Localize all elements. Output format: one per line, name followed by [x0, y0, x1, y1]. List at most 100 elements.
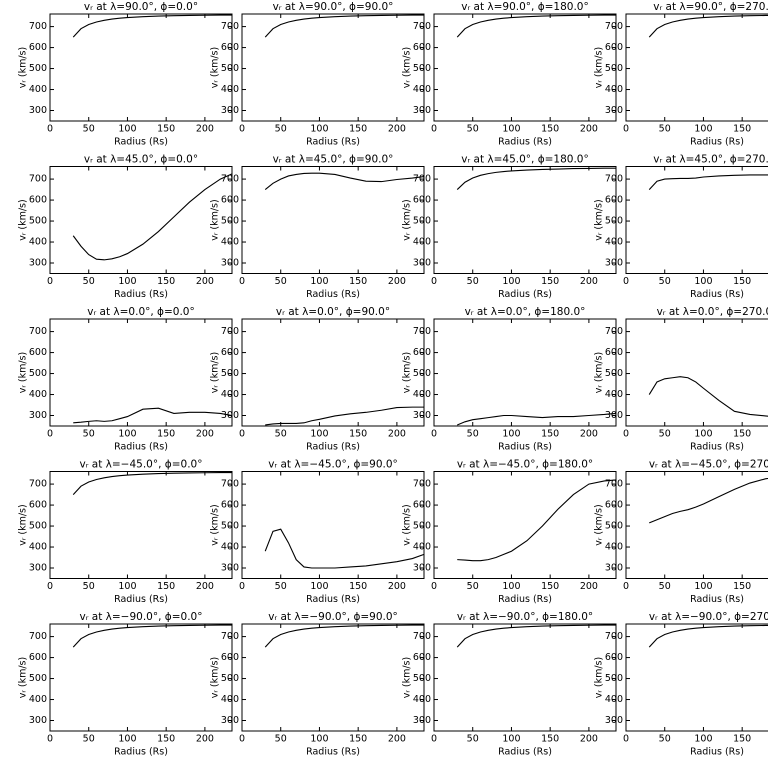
x-tick-label: 200 [196, 734, 214, 745]
chart-title: vᵣ at λ=0.0°, ϕ=0.0° [87, 306, 194, 318]
y-tick-label: 500 [605, 521, 623, 532]
y-tick-label: 500 [605, 63, 623, 74]
y-tick-label: 400 [605, 237, 623, 248]
y-tick-label: 300 [29, 105, 47, 116]
data-line [72, 624, 232, 648]
y-tick-label: 500 [29, 521, 47, 532]
y-tick-label: 400 [221, 84, 239, 95]
y-tick-label: 600 [605, 42, 623, 53]
x-axis-label: Radius (Rs) [114, 137, 168, 148]
chart-title: vᵣ at λ=0.0°, ϕ=270.0° [657, 306, 768, 318]
y-tick-label: 700 [29, 174, 47, 185]
x-axis-label: Radius (Rs) [690, 442, 744, 453]
plot-frame [625, 471, 768, 579]
plot-frame [625, 318, 768, 427]
x-tick-label: 50 [467, 124, 479, 135]
x-tick-label: 0 [623, 581, 629, 592]
y-tick-label: 300 [413, 410, 431, 421]
data-line [457, 412, 617, 426]
x-tick-label: 50 [275, 429, 287, 440]
y-tick-label: 500 [605, 673, 623, 684]
y-tick-label: 600 [221, 195, 239, 206]
plot-frame [625, 13, 768, 122]
plot-frame [241, 318, 425, 427]
y-axis-label: vᵣ (km/s) [210, 504, 221, 545]
y-tick-label: 400 [413, 389, 431, 400]
y-tick-label: 700 [605, 326, 623, 337]
x-tick-label: 150 [733, 581, 751, 592]
x-tick-label: 50 [275, 581, 287, 592]
y-tick-label: 500 [413, 63, 431, 74]
y-tick-label: 300 [413, 105, 431, 116]
plot-frame [49, 13, 233, 122]
x-tick-label: 150 [733, 734, 751, 745]
chart-title: vᵣ at λ=−90.0°, ϕ=90.0° [268, 611, 398, 623]
y-tick-label: 700 [605, 21, 623, 32]
x-tick-label: 0 [239, 429, 245, 440]
x-tick-label: 50 [275, 734, 287, 745]
x-tick-label: 100 [502, 124, 520, 135]
x-tick-label: 50 [467, 429, 479, 440]
y-tick-label: 400 [29, 389, 47, 400]
y-tick-label: 600 [29, 42, 47, 53]
x-axis-label: Radius (Rs) [306, 442, 360, 453]
y-tick-label: 700 [413, 21, 431, 32]
y-tick-label: 400 [221, 542, 239, 553]
x-tick-label: 100 [310, 276, 328, 287]
y-tick-label: 300 [605, 563, 623, 574]
x-tick-label: 0 [239, 581, 245, 592]
x-tick-label: 50 [83, 734, 95, 745]
y-axis-label: vᵣ (km/s) [18, 47, 29, 88]
data-line [648, 174, 768, 190]
chart-title: vᵣ at λ=90.0°, ϕ=180.0° [461, 1, 589, 13]
x-tick-label: 0 [47, 581, 53, 592]
y-tick-label: 300 [413, 563, 431, 574]
x-tick-label: 0 [431, 581, 437, 592]
chart-title: vᵣ at λ=45.0°, ϕ=270.0° [653, 154, 768, 166]
y-tick-label: 400 [221, 694, 239, 705]
chart-title: vᵣ at λ=90.0°, ϕ=270.0° [653, 1, 768, 13]
x-tick-label: 100 [310, 734, 328, 745]
x-axis-label: Radius (Rs) [690, 137, 744, 148]
x-tick-label: 200 [196, 124, 214, 135]
x-tick-label: 150 [349, 429, 367, 440]
x-tick-label: 0 [47, 429, 53, 440]
y-tick-label: 500 [413, 216, 431, 227]
x-tick-label: 200 [580, 581, 598, 592]
y-tick-label: 500 [221, 63, 239, 74]
y-axis-label: vᵣ (km/s) [210, 47, 221, 88]
x-tick-label: 50 [467, 734, 479, 745]
x-tick-label: 150 [157, 276, 175, 287]
x-tick-label: 100 [502, 734, 520, 745]
y-tick-label: 600 [29, 347, 47, 358]
x-tick-label: 50 [659, 429, 671, 440]
y-tick-label: 600 [221, 347, 239, 358]
x-tick-label: 0 [47, 276, 53, 287]
y-axis-label: vᵣ (km/s) [402, 657, 413, 698]
data-line [72, 173, 233, 261]
x-tick-label: 0 [47, 124, 53, 135]
x-tick-label: 0 [623, 429, 629, 440]
x-tick-label: 200 [196, 581, 214, 592]
x-axis-label: Radius (Rs) [498, 747, 552, 758]
y-tick-label: 400 [221, 389, 239, 400]
x-tick-label: 100 [694, 429, 712, 440]
x-tick-label: 50 [467, 581, 479, 592]
y-tick-label: 300 [221, 410, 239, 421]
plot-frame [49, 166, 233, 274]
plot-frame [625, 166, 768, 274]
x-tick-label: 150 [541, 734, 559, 745]
x-tick-label: 0 [623, 734, 629, 745]
x-tick-label: 100 [118, 124, 136, 135]
chart-title: vᵣ at λ=−90.0°, ϕ=180.0° [457, 611, 593, 623]
y-tick-label: 400 [605, 84, 623, 95]
y-tick-label: 300 [605, 258, 623, 269]
x-axis-label: Radius (Rs) [498, 137, 552, 148]
x-tick-label: 50 [467, 276, 479, 287]
data-line [457, 479, 617, 562]
y-tick-label: 700 [29, 326, 47, 337]
x-axis-label: Radius (Rs) [690, 747, 744, 758]
x-tick-label: 100 [694, 734, 712, 745]
x-tick-label: 0 [431, 276, 437, 287]
